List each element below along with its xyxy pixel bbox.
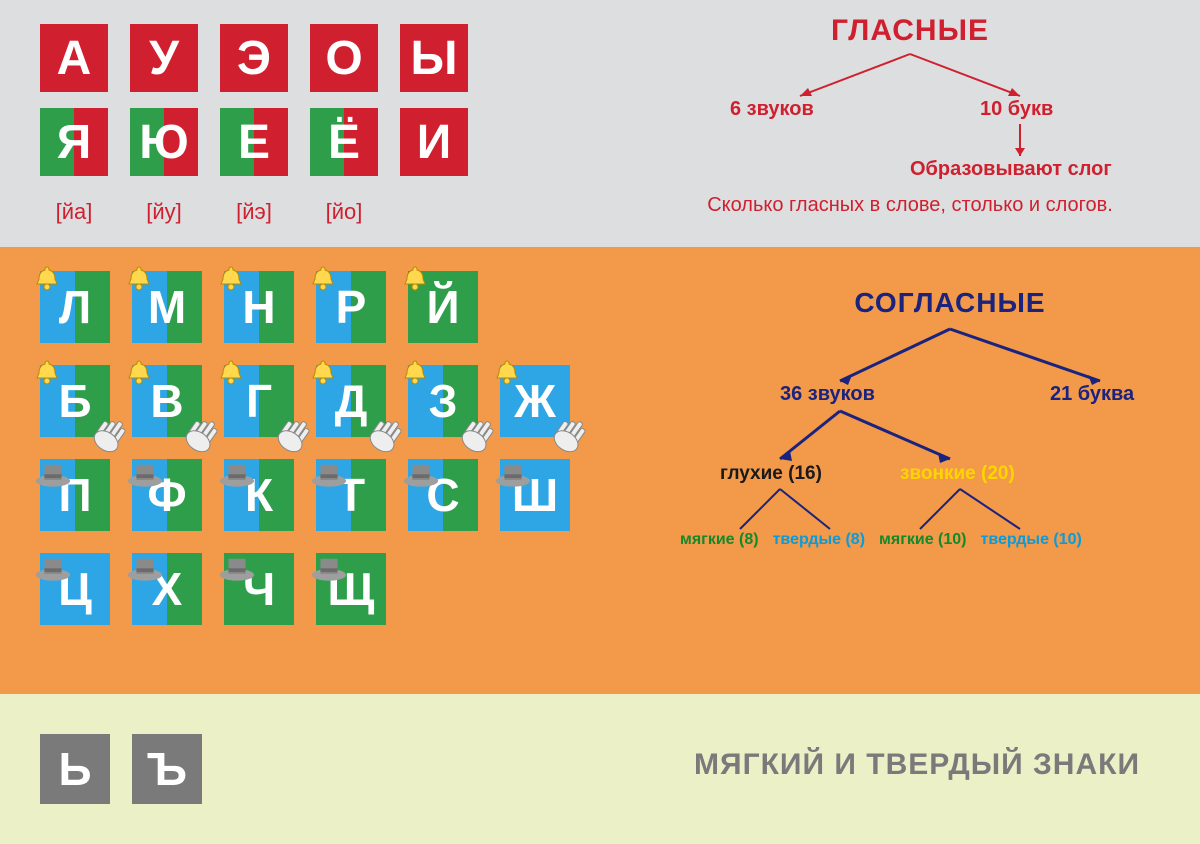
- hat-icon: [34, 539, 72, 567]
- hat-icon: [126, 539, 164, 567]
- sign-tile: Ъ: [132, 734, 202, 804]
- consonant-tiles: ЛМНРЙ БВГДЗЖ ПФКТСШ ЦХЧЩ: [40, 271, 570, 647]
- tree-leaf: твердые (10): [981, 531, 1082, 549]
- vowel-tile: Я: [40, 108, 108, 176]
- hat-icon: [218, 445, 256, 473]
- consonant-tile: Л: [40, 271, 110, 343]
- consonant-tile: Д: [316, 365, 386, 437]
- hat-icon: [34, 445, 72, 473]
- signs-section: ЬЪ МЯГКИЙ И ТВЕРДЫЙ ЗНАКИ: [0, 694, 1200, 844]
- vowel-transcription: [йэ]: [220, 199, 288, 225]
- vowel-tile: Ё: [310, 108, 378, 176]
- bell-icon: [122, 349, 156, 383]
- consonant-tile: З: [408, 365, 478, 437]
- vowel-tile: У: [130, 24, 198, 92]
- bell-icon: [306, 255, 340, 289]
- cons-sounds: 36 звуков: [780, 383, 875, 406]
- cons-voiced: звонкие (20): [900, 463, 1015, 485]
- vowels-section: АУЭОЫ ЯЮЕЁИ [йа] [йу] [йэ] [йо] ГЛАСНЫЕ 6 з…: [0, 0, 1200, 247]
- hat-icon: [126, 445, 164, 473]
- consonant-tile: Ц: [40, 553, 110, 625]
- bell-icon: [306, 349, 340, 383]
- consonant-tile: Щ: [316, 553, 386, 625]
- consonant-tile: Р: [316, 271, 386, 343]
- bell-icon: [30, 349, 64, 383]
- cons-letters: 21 буква: [1050, 383, 1134, 406]
- consonant-tile: Ф: [132, 459, 202, 531]
- vowel-tiles: АУЭОЫ ЯЮЕЁИ: [40, 24, 468, 192]
- consonant-tile: С: [408, 459, 478, 531]
- bell-icon: [122, 255, 156, 289]
- consonant-tile: Х: [132, 553, 202, 625]
- bell-icon: [214, 255, 248, 289]
- vowel-transcription: [йа]: [40, 199, 108, 225]
- consonant-tile: В: [132, 365, 202, 437]
- vowel-tile: Ю: [130, 108, 198, 176]
- vowel-transcription: [400, 199, 468, 225]
- consonant-tile: Т: [316, 459, 386, 531]
- sign-tile: Ь: [40, 734, 110, 804]
- consonant-tile: Н: [224, 271, 294, 343]
- vowel-tile: Э: [220, 24, 288, 92]
- bell-icon: [490, 349, 524, 383]
- hat-icon: [310, 539, 348, 567]
- hat-icon: [402, 445, 440, 473]
- vowel-transcription: [йу]: [130, 199, 198, 225]
- bell-icon: [398, 255, 432, 289]
- consonant-tile: Ш: [500, 459, 570, 531]
- consonant-tile: К: [224, 459, 294, 531]
- vowel-letters-count: 10 букв: [980, 98, 1053, 121]
- tree-leaf: мягкие (8): [680, 531, 759, 549]
- vowel-tile: О: [310, 24, 378, 92]
- vowel-rule: Сколько гласных в слове, столько и слого…: [640, 194, 1180, 217]
- vowel-tile: И: [400, 108, 468, 176]
- consonants-tree: СОГЛАСНЫЕ 36 звуков 21 букв: [720, 287, 1180, 585]
- consonant-tile: П: [40, 459, 110, 531]
- bell-icon: [398, 349, 432, 383]
- tree-leaf: твердые (8): [773, 531, 865, 549]
- sign-tiles: ЬЪ: [40, 734, 202, 804]
- cons-voiceless: глухие (16): [720, 463, 822, 485]
- consonant-tile: Г: [224, 365, 294, 437]
- consonant-tile: Й: [408, 271, 478, 343]
- hand-icon: [550, 415, 594, 455]
- vowel-tile: Е: [220, 108, 288, 176]
- hat-icon: [494, 445, 532, 473]
- vowel-transcription: [йо]: [310, 199, 378, 225]
- consonants-section: ЛМНРЙ БВГДЗЖ ПФКТСШ ЦХЧЩ СОГЛАСНЫЕ: [0, 247, 1200, 694]
- hat-icon: [310, 445, 348, 473]
- hat-icon: [218, 539, 256, 567]
- vowel-sounds-count: 6 звуков: [730, 98, 814, 121]
- vowel-tile: А: [40, 24, 108, 92]
- bell-icon: [214, 349, 248, 383]
- signs-title: МЯГКИЙ И ТВЕРДЫЙ ЗНАКИ: [694, 748, 1140, 782]
- consonant-tile: Ч: [224, 553, 294, 625]
- vowel-syllable-note: Образовывают слог: [910, 158, 1112, 181]
- consonant-tile: Ж: [500, 365, 570, 437]
- vowels-tree: ГЛАСНЫЕ 6 звуков 10 букв Образовывают сл…: [640, 14, 1180, 218]
- consonants-title: СОГЛАСНЫЕ: [720, 287, 1180, 319]
- tree-leaf: мягкие (10): [879, 531, 966, 549]
- bell-icon: [30, 255, 64, 289]
- vowels-title: ГЛАСНЫЕ: [640, 14, 1180, 48]
- consonant-tile: Б: [40, 365, 110, 437]
- consonant-tile: М: [132, 271, 202, 343]
- vowel-tile: Ы: [400, 24, 468, 92]
